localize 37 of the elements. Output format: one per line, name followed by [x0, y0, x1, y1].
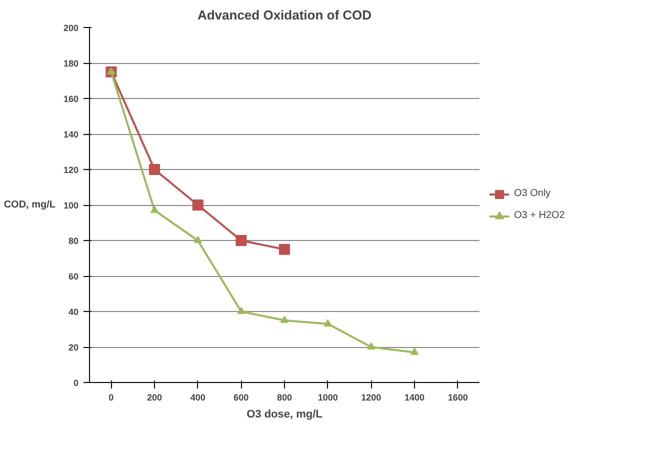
x-tick-label: 0 [108, 392, 114, 402]
y-tick-label: 200 [63, 23, 79, 33]
y-tick-label: 40 [68, 307, 79, 317]
chart-title: Advanced Oxidation of COD [197, 8, 372, 22]
y-tick-label: 180 [63, 58, 79, 68]
x-tick-label: 200 [146, 392, 162, 402]
point [237, 306, 246, 314]
y-tick-label: 120 [63, 165, 79, 175]
point [367, 342, 376, 350]
point [194, 236, 202, 244]
y-tick-label: 140 [63, 130, 79, 140]
y-tick-label: 100 [63, 200, 79, 210]
x-tick-label: 1000 [318, 392, 338, 402]
x-tick-label: 800 [276, 392, 292, 402]
legend-label: O3 Only [514, 188, 551, 199]
y-tick-label: 0 [73, 378, 79, 388]
x-tick-label: 400 [190, 392, 206, 402]
y-tick-label: 80 [68, 236, 79, 246]
point [410, 348, 418, 355]
x-tick-label: 1400 [404, 392, 425, 402]
point [324, 319, 332, 326]
point [279, 244, 290, 255]
x-tick-label: 1200 [361, 392, 382, 402]
point [236, 235, 247, 246]
x-axis-title: O3 dose, mg/L [246, 408, 323, 420]
y-axis-title: COD, mg/L [4, 200, 56, 210]
point [192, 200, 204, 210]
point [280, 316, 288, 323]
point [149, 164, 160, 175]
x-tick-label: 600 [234, 392, 249, 402]
point [150, 206, 158, 213]
y-tick-label: 160 [63, 94, 79, 104]
y-tick-label: 20 [68, 342, 79, 352]
y-tick-label: 60 [68, 272, 79, 282]
legend-label: O3 + H2O2 [514, 210, 565, 221]
x-tick-label: 1600 [448, 392, 468, 402]
point [107, 67, 116, 74]
